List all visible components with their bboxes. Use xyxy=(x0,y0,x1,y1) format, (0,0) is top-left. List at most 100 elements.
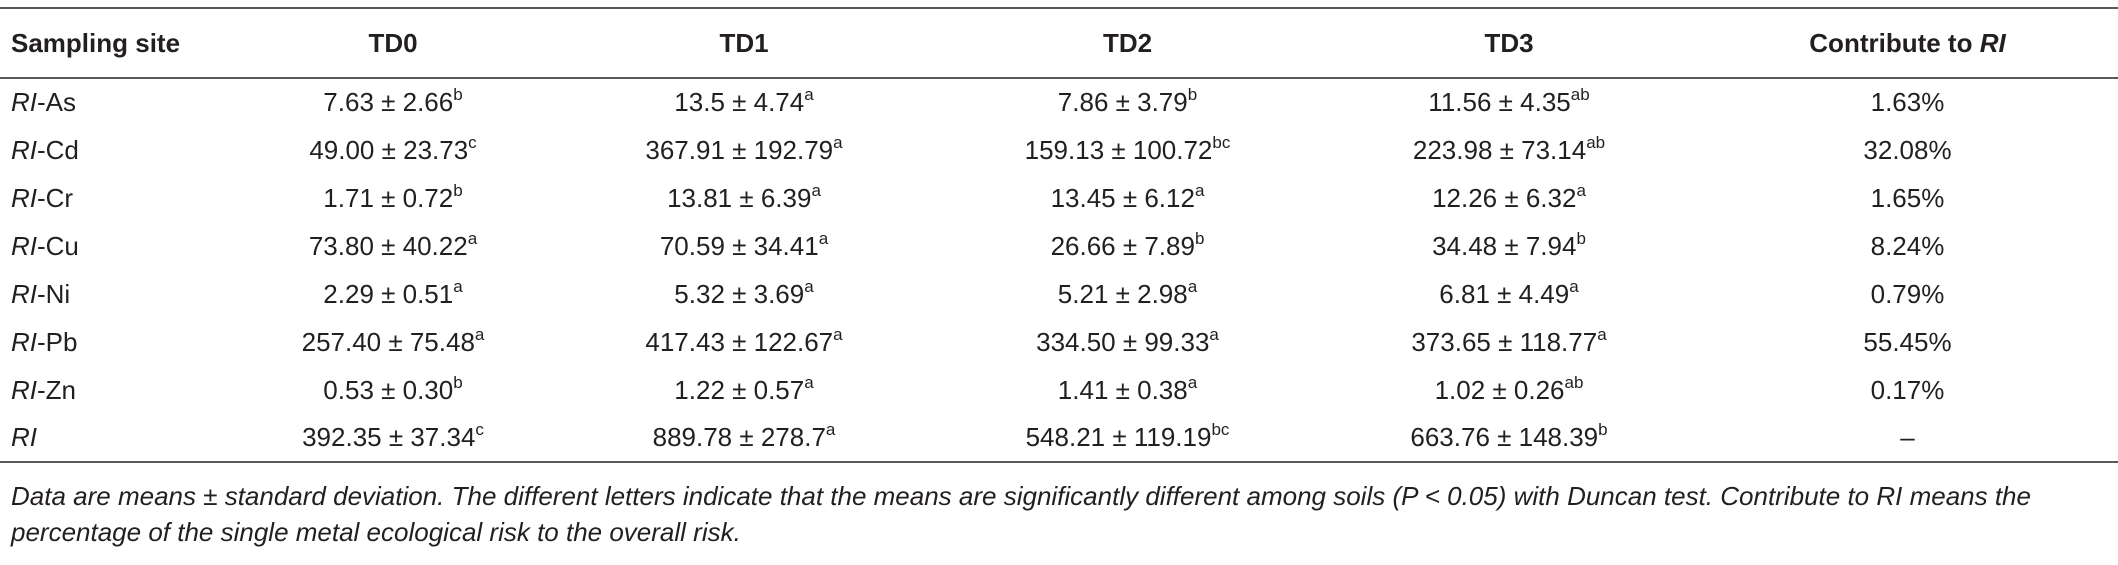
header-td3: TD3 xyxy=(1484,27,1534,58)
cell-value: 7.86 ± 3.79 xyxy=(1057,87,1188,117)
cell-td2: 26.66 ± 7.89b xyxy=(934,222,1321,270)
table-footnote: Data are means ± standard deviation. The… xyxy=(11,481,2031,547)
cell-contribution: 0.17% xyxy=(1870,374,1945,405)
significance-letter: a xyxy=(1597,324,1607,344)
significance-letter: a xyxy=(1576,180,1586,200)
cell-value: 70.59 ± 34.41 xyxy=(659,230,819,261)
significance-letter: a xyxy=(811,180,821,200)
significance-letter: a xyxy=(1209,324,1219,344)
cell-value: 26.66 ± 7.89 xyxy=(1050,230,1195,261)
cell-td3: 373.65 ± 118.77a xyxy=(1321,318,1697,366)
site-metal-label: -Pb xyxy=(37,326,78,357)
table-row: RI-Cd 49.00 ± 23.73c 367.91 ± 192.79a 159.1… xyxy=(0,126,2118,174)
site-ri-label: RI xyxy=(11,422,37,452)
cell-td1: 367.91 ± 192.79a xyxy=(554,126,934,174)
header-sampling-site: Sampling site xyxy=(11,27,181,58)
significance-letter: b xyxy=(1576,228,1586,248)
significance-letter: a xyxy=(818,228,829,248)
table-row: RI-Zn 0.53 ± 0.30b 1.22 ± 0.57a 1.41 ± 0.38… xyxy=(0,366,2118,414)
significance-letter: a xyxy=(1569,276,1579,296)
cell-td1: 1.22 ± 0.57a xyxy=(554,366,934,414)
site-ri-label: RI xyxy=(11,182,37,213)
cell-value: 13.45 ± 6.12 xyxy=(1050,182,1195,213)
cell-value: 548.21 ± 119.19 xyxy=(1025,422,1212,452)
cell-value: 159.13 ± 100.72 xyxy=(1024,134,1213,165)
cell-value: 417.43 ± 122.67 xyxy=(645,326,834,357)
significance-letter: b xyxy=(453,372,463,392)
header-contribute-ri: RI xyxy=(1979,27,2006,58)
cell-td0: 0.53 ± 0.30b xyxy=(232,366,554,414)
site-metal-label: -Cr xyxy=(37,182,74,213)
cell-sampling-site: RI-Cu xyxy=(0,222,232,270)
cell-td0: 392.35 ± 37.34c xyxy=(232,414,554,462)
cell-td0: 73.80 ± 40.22a xyxy=(232,222,554,270)
header-contribute: Contribute to RI xyxy=(1697,8,2118,78)
cell-value: 5.32 ± 3.69 xyxy=(674,278,805,309)
cell-contribution: 1.65% xyxy=(1870,182,1945,213)
cell-contribution: – xyxy=(1900,422,1915,452)
table-row: RI 392.35 ± 37.34c 889.78 ± 278.7a 548.21 ±… xyxy=(0,414,2118,462)
cell-value: 223.98 ± 73.14 xyxy=(1412,134,1587,165)
significance-letter: b xyxy=(1598,420,1608,439)
cell-value: 0.53 ± 0.30 xyxy=(323,374,454,405)
significance-letter: ab xyxy=(1586,132,1606,152)
cell-value: 257.40 ± 75.48 xyxy=(301,326,475,357)
significance-letter: c xyxy=(475,420,484,439)
cell-td0: 257.40 ± 75.48a xyxy=(232,318,554,366)
significance-letter: a xyxy=(833,324,843,344)
cell-value: 11.56 ± 4.35 xyxy=(1428,87,1571,117)
cell-value: 1.22 ± 0.57 xyxy=(674,374,805,405)
significance-letter: b xyxy=(453,180,463,200)
site-ri-label: RI xyxy=(11,278,37,309)
cell-td1: 889.78 ± 278.7a xyxy=(554,414,934,462)
significance-letter: b xyxy=(1187,85,1198,104)
cell-value: 73.80 ± 40.22 xyxy=(308,230,468,261)
cell-value: 1.71 ± 0.72 xyxy=(323,182,454,213)
header-td1: TD1 xyxy=(719,27,769,58)
cell-sampling-site: RI-Zn xyxy=(0,366,232,414)
site-ri-label: RI xyxy=(11,326,37,357)
cell-value: 34.48 ± 7.94 xyxy=(1432,230,1577,261)
cell-value: 6.81 ± 4.49 xyxy=(1439,278,1570,309)
data-table: Sampling site TD0 TD1 TD2 TD3 Contribute… xyxy=(0,7,2118,463)
cell-td3: 6.81 ± 4.49a xyxy=(1321,270,1697,318)
cell-td2: 159.13 ± 100.72bc xyxy=(934,126,1321,174)
table-row: RI-Ni 2.29 ± 0.51a 5.32 ± 3.69a 5.21 ± 2.98… xyxy=(0,270,2118,318)
site-metal-label: -As xyxy=(37,87,76,117)
cell-value: 663.76 ± 148.39 xyxy=(1410,422,1599,452)
cell-td3: 223.98 ± 73.14ab xyxy=(1321,126,1697,174)
significance-letter: ab xyxy=(1570,85,1590,104)
significance-letter: b xyxy=(453,85,463,104)
significance-letter: a xyxy=(804,276,814,296)
header-td2: TD2 xyxy=(1102,27,1153,58)
header-row: Sampling site TD0 TD1 TD2 TD3 Contribute… xyxy=(0,8,2118,78)
cell-value: 49.00 ± 23.73 xyxy=(309,134,469,165)
cell-td0: 1.71 ± 0.72b xyxy=(232,174,554,222)
cell-td2: 548.21 ± 119.19bc xyxy=(934,414,1321,462)
cell-value: 1.02 ± 0.26 xyxy=(1434,374,1565,405)
significance-letter: bc xyxy=(1212,132,1231,152)
site-metal-label: -Ni xyxy=(37,278,71,309)
significance-letter: a xyxy=(833,132,843,152)
cell-td1: 70.59 ± 34.41a xyxy=(554,222,934,270)
cell-sampling-site: RI-Ni xyxy=(0,270,232,318)
cell-td2: 5.21 ± 2.98a xyxy=(934,270,1321,318)
cell-value: 373.65 ± 118.77 xyxy=(1411,326,1598,357)
table-body: RI-As 7.63 ± 2.66b 13.5 ± 4.74a 7.86 ± 3.79… xyxy=(0,78,2118,462)
significance-letter: ab xyxy=(1564,372,1584,392)
significance-letter: bc xyxy=(1211,420,1230,439)
cell-sampling-site: RI-Cr xyxy=(0,174,232,222)
cell-td0: 2.29 ± 0.51a xyxy=(232,270,554,318)
cell-value: 392.35 ± 37.34 xyxy=(302,422,476,452)
site-metal-label: -Cd xyxy=(37,134,79,165)
cell-td0: 49.00 ± 23.73c xyxy=(232,126,554,174)
site-metal-label: -Zn xyxy=(37,374,76,405)
cell-value: 367.91 ± 192.79 xyxy=(645,134,834,165)
header-contribute-text: Contribute to xyxy=(1809,27,1980,58)
site-ri-label: RI xyxy=(11,134,37,165)
table-row: RI-Cu 73.80 ± 40.22a 70.59 ± 34.41a 26.66 ±… xyxy=(0,222,2118,270)
cell-contribution: 32.08% xyxy=(1863,134,1952,165)
cell-td2: 13.45 ± 6.12a xyxy=(934,174,1321,222)
cell-td3: 12.26 ± 6.32a xyxy=(1321,174,1697,222)
